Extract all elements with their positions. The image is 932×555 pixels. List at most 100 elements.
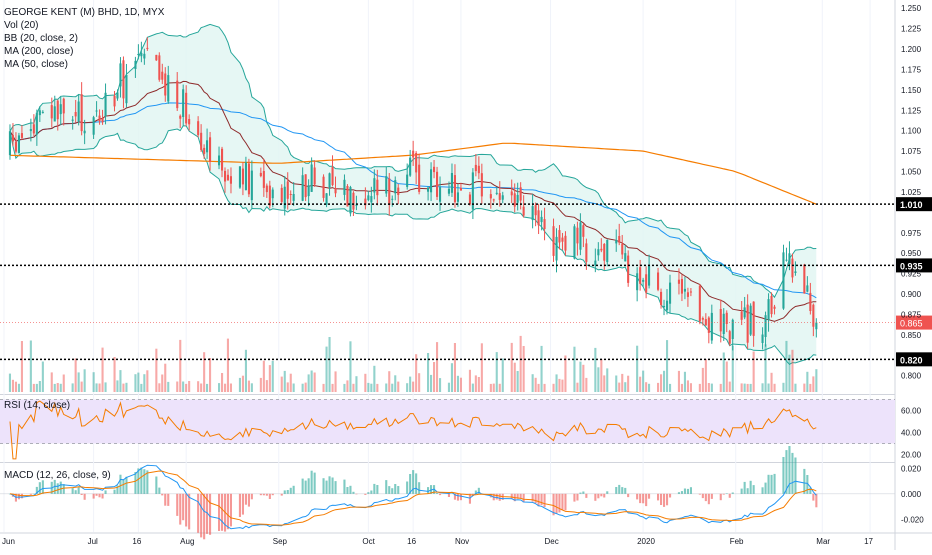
volume-bar <box>182 381 185 392</box>
time-tick-label: 16 <box>132 537 141 546</box>
volume-bar <box>495 352 498 392</box>
candle-body <box>660 291 663 305</box>
volume-bar <box>137 372 140 392</box>
macd-histogram-bar <box>140 467 143 494</box>
macd-histogram-bar <box>53 479 56 494</box>
volume-bar <box>328 337 331 392</box>
macd-line <box>9 464 817 530</box>
volume-bar <box>576 382 579 392</box>
candle-body <box>698 285 701 322</box>
macd-tick-label: 0.020 <box>901 464 922 473</box>
macd-histogram-bar <box>719 493 722 501</box>
volume-bar <box>430 374 433 392</box>
volume-bar <box>561 379 564 392</box>
candle-body <box>492 199 495 201</box>
volume-bar <box>480 343 483 392</box>
candle-body <box>519 187 522 201</box>
macd-histogram-bar <box>680 491 683 494</box>
macd-histogram-bar <box>704 493 707 502</box>
macd-histogram-bar <box>367 492 370 494</box>
candle-body <box>83 130 86 134</box>
candle-body <box>71 119 74 121</box>
volume-bar <box>289 373 292 392</box>
candle-body <box>648 265 651 286</box>
macd-histogram-bar <box>271 493 274 496</box>
volume-bar <box>244 349 247 392</box>
candle-body <box>767 299 770 320</box>
volume-bar <box>436 342 439 392</box>
legend-ma200: MA (200, close) <box>4 46 74 57</box>
candle-body <box>677 279 680 284</box>
candle-body <box>307 185 310 197</box>
macd-tick-label: 0.000 <box>901 490 922 499</box>
candle-body <box>224 170 227 182</box>
candle-body <box>113 95 116 107</box>
volume-bar <box>346 380 349 392</box>
volume-bar <box>304 382 307 392</box>
volume-bar <box>146 370 149 392</box>
volume-bar <box>663 370 666 392</box>
volume-bar <box>752 351 755 392</box>
price-tick-label: 1.125 <box>901 106 922 115</box>
candle-body <box>143 53 146 59</box>
candle-body <box>247 163 250 195</box>
candle-body <box>627 255 630 283</box>
macd-histogram-bar <box>415 473 418 494</box>
candle-body <box>809 292 812 311</box>
macd-histogram-bar <box>791 452 794 494</box>
candle-body <box>552 226 555 256</box>
macd-histogram-bar <box>268 493 271 499</box>
volume-bar <box>660 374 663 392</box>
macd-histogram-bar <box>388 486 391 494</box>
candle-body <box>513 193 516 207</box>
macd-histogram-bar <box>104 490 107 494</box>
volume-bar <box>773 383 776 392</box>
candle-body <box>427 187 430 192</box>
volume-bar <box>409 376 412 392</box>
volume-bar <box>680 383 683 392</box>
time-tick-label: Jul <box>88 537 98 546</box>
volume-bar <box>543 383 546 392</box>
volume-bar <box>376 383 379 392</box>
macd-histogram-bar <box>409 474 412 494</box>
candle-body <box>418 164 421 192</box>
volume-bar <box>648 383 651 392</box>
volume-bar <box>468 369 471 392</box>
macd-histogram-bar <box>537 493 540 507</box>
volume-bar <box>262 360 265 392</box>
volume-bar <box>406 383 409 392</box>
candle-body <box>412 150 415 158</box>
volume-bar <box>471 383 474 392</box>
candle-body <box>782 252 785 309</box>
candle-body <box>352 192 355 210</box>
volume-bar <box>585 377 588 392</box>
candle-body <box>471 172 474 210</box>
candle-body <box>271 189 274 199</box>
volume-bar <box>53 383 56 392</box>
candle-body <box>624 253 627 262</box>
volume-bar <box>280 376 283 392</box>
macd-histogram-bar <box>636 493 639 500</box>
macd-histogram-bar <box>555 493 558 514</box>
candle-body <box>101 118 104 123</box>
candle-body <box>680 279 683 294</box>
candle-body <box>122 60 125 99</box>
macd-histogram-bar <box>534 493 537 503</box>
volume-bar <box>415 354 418 392</box>
volume-bar <box>603 375 606 392</box>
volume-bar <box>459 377 462 392</box>
candle-body <box>188 119 191 125</box>
level-label: 1.010 <box>900 200 923 210</box>
macd-histogram-bar <box>250 493 253 500</box>
macd-histogram-bar <box>812 493 815 501</box>
volume-bar <box>552 383 555 392</box>
macd-histogram-bar <box>289 487 292 494</box>
candle-body <box>785 259 788 261</box>
macd-histogram-bar <box>666 493 669 506</box>
macd-histogram-bar <box>522 493 525 503</box>
macd-histogram-bar <box>627 493 630 498</box>
level-label: 0.820 <box>900 355 923 365</box>
macd-signal-line <box>9 470 817 526</box>
